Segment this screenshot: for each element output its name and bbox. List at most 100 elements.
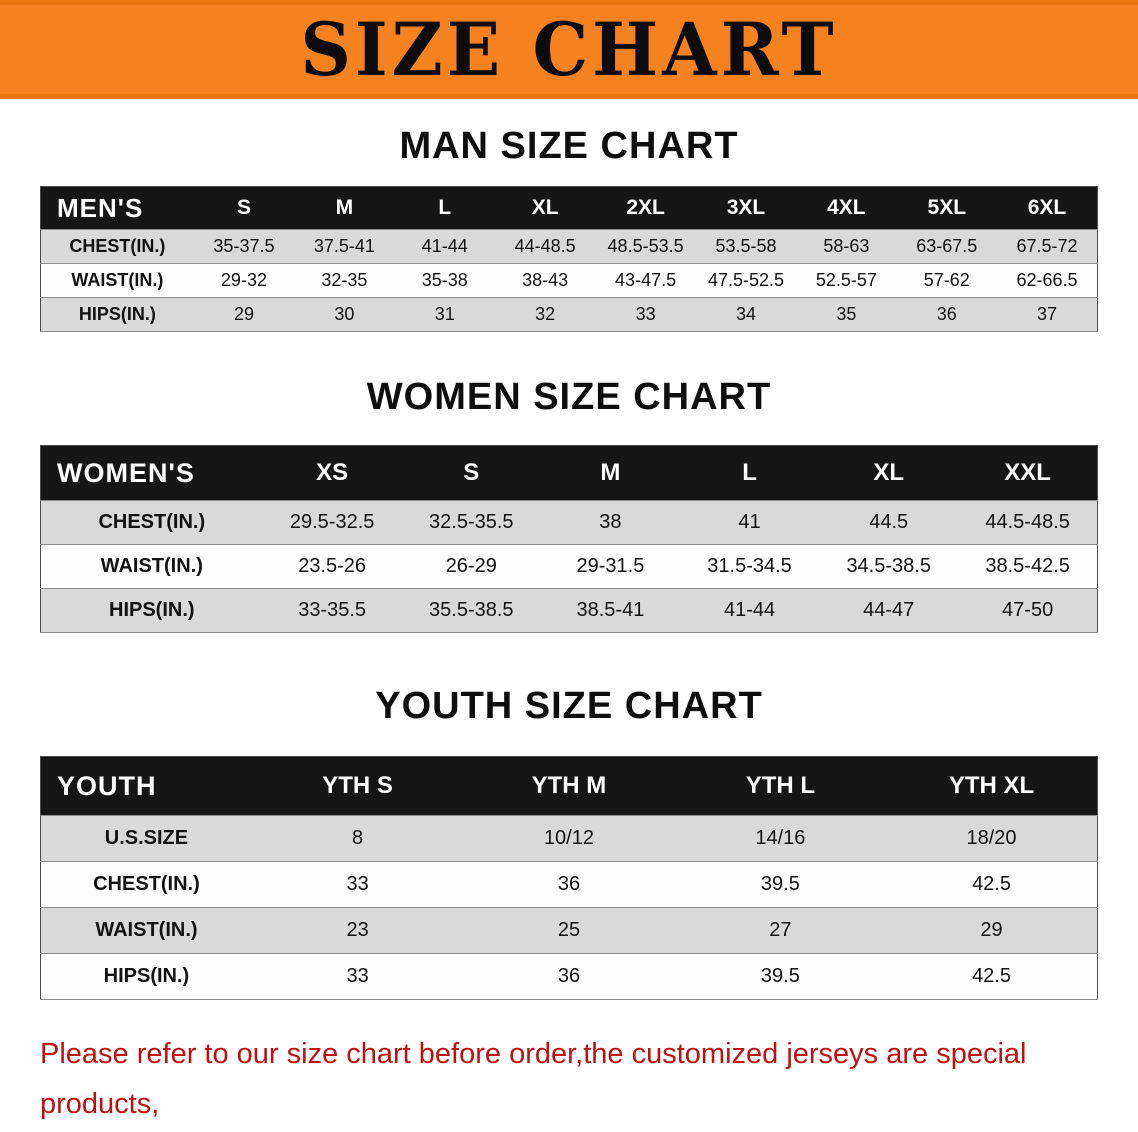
value-cell: 33 [251, 953, 464, 1000]
size-header-cell: M [294, 186, 395, 230]
value-cell: 38 [540, 500, 680, 545]
value-cell: 34 [695, 297, 797, 332]
value-cell: 39.5 [674, 953, 887, 1000]
size-header-cell: YTH M [463, 756, 675, 816]
value-cell: 39.5 [674, 861, 887, 908]
row-label-cell: WAIST(IN.) [40, 544, 263, 589]
value-cell: 32.5-35.5 [401, 500, 541, 545]
value-cell: 14/16 [674, 815, 887, 862]
men-header-row: MEN'S S M L XL 2XL 3XL 4XL 5XL 6XL [40, 186, 1098, 230]
value-cell: 42.5 [886, 953, 1098, 1000]
value-cell: 58-63 [796, 229, 897, 264]
women-hips-row: HIPS(IN.) 33-35.5 35.5-38.5 38.5-41 41-4… [40, 588, 1098, 633]
size-header-cell: YTH XL [886, 756, 1098, 816]
value-cell: 37 [997, 297, 1098, 332]
youth-hips-row: HIPS(IN.) 33 36 39.5 42.5 [40, 953, 1098, 1000]
row-label-cell: CHEST(IN.) [40, 861, 252, 908]
value-cell: 23.5-26 [262, 544, 402, 589]
value-cell: 44-47 [819, 588, 959, 633]
value-cell: 18/20 [886, 815, 1098, 862]
value-cell: 38.5-42.5 [958, 544, 1098, 589]
women-size-table: WOMEN'S XS S M L XL XXL CHEST(IN.) 29.5-… [40, 445, 1098, 633]
value-cell: 35-38 [394, 263, 495, 298]
size-header-cell: YTH L [674, 756, 887, 816]
order-policy-note: Please refer to our size chart before or… [40, 1030, 1102, 1132]
value-cell: 62-66.5 [997, 263, 1098, 298]
value-cell: 33 [251, 861, 464, 908]
row-label-cell: U.S.SIZE [40, 815, 252, 862]
men-section-heading: MAN SIZE CHART [399, 125, 739, 167]
value-cell: 44.5-48.5 [958, 500, 1098, 545]
value-cell: 29 [193, 297, 295, 332]
men-chest-row: CHEST(IN.) 35-37.5 37.5-41 41-44 44-48.5… [40, 229, 1098, 264]
value-cell: 57-62 [896, 263, 997, 298]
value-cell: 35 [796, 297, 897, 332]
row-label-cell: CHEST(IN.) [40, 500, 263, 545]
youth-table-corner: YOUTH [40, 756, 252, 816]
value-cell: 8 [251, 815, 464, 862]
value-cell: 29-32 [193, 263, 295, 298]
size-header-cell: XL [819, 445, 959, 501]
value-cell: 29 [886, 907, 1098, 954]
women-waist-row: WAIST(IN.) 23.5-26 26-29 29-31.5 31.5-34… [40, 544, 1098, 589]
size-header-cell: 3XL [695, 186, 797, 230]
size-header-cell: L [394, 186, 495, 230]
value-cell: 63-67.5 [896, 229, 997, 264]
value-cell: 27 [674, 907, 887, 954]
value-cell: 44-48.5 [494, 229, 596, 264]
value-cell: 36 [463, 861, 675, 908]
youth-ussize-row: U.S.SIZE 8 10/12 14/16 18/20 [40, 815, 1098, 862]
women-chest-row: CHEST(IN.) 29.5-32.5 32.5-35.5 38 41 44.… [40, 500, 1098, 545]
size-header-cell: 5XL [896, 186, 997, 230]
value-cell: 37.5-41 [294, 229, 395, 264]
youth-size-table: YOUTH YTH S YTH M YTH L YTH XL U.S.SIZE … [40, 756, 1098, 1000]
youth-chest-row: CHEST(IN.) 33 36 39.5 42.5 [40, 861, 1098, 908]
size-header-cell: YTH S [251, 756, 464, 816]
value-cell: 32 [494, 297, 596, 332]
row-label-cell: WAIST(IN.) [40, 263, 194, 298]
row-label-cell: HIPS(IN.) [40, 588, 263, 633]
size-header-cell: S [193, 186, 295, 230]
value-cell: 29.5-32.5 [262, 500, 402, 545]
value-cell: 52.5-57 [796, 263, 897, 298]
row-label-cell: WAIST(IN.) [40, 907, 252, 954]
youth-section-heading: YOUTH SIZE CHART [375, 685, 763, 727]
men-table-corner: MEN'S [40, 186, 194, 230]
size-header-cell: M [540, 445, 680, 501]
size-header-cell: XS [262, 445, 402, 501]
size-header-cell: 6XL [997, 186, 1098, 230]
value-cell: 44.5 [819, 500, 959, 545]
value-cell: 25 [463, 907, 675, 954]
banner: SIZE CHART [0, 0, 1138, 99]
women-section-heading: WOMEN SIZE CHART [366, 376, 772, 418]
value-cell: 32-35 [294, 263, 395, 298]
value-cell: 26-29 [401, 544, 541, 589]
banner-title: SIZE CHART [300, 5, 838, 93]
value-cell: 36 [463, 953, 675, 1000]
row-label-cell: HIPS(IN.) [40, 297, 194, 332]
size-header-cell: S [401, 445, 541, 501]
value-cell: 47.5-52.5 [695, 263, 797, 298]
note-line-1: Please refer to our size chart before or… [40, 1038, 1027, 1120]
women-header-row: WOMEN'S XS S M L XL XXL [40, 445, 1098, 501]
value-cell: 36 [896, 297, 997, 332]
row-label-cell: CHEST(IN.) [40, 229, 194, 264]
value-cell: 42.5 [886, 861, 1098, 908]
value-cell: 41 [679, 500, 820, 545]
men-hips-row: HIPS(IN.) 29 30 31 32 33 34 35 36 37 [40, 297, 1098, 332]
value-cell: 53.5-58 [695, 229, 797, 264]
size-header-cell: 2XL [595, 186, 696, 230]
youth-waist-row: WAIST(IN.) 23 25 27 29 [40, 907, 1098, 954]
value-cell: 67.5-72 [997, 229, 1098, 264]
youth-header-row: YOUTH YTH S YTH M YTH L YTH XL [40, 756, 1098, 816]
value-cell: 35.5-38.5 [401, 588, 541, 633]
value-cell: 38-43 [494, 263, 596, 298]
men-waist-row: WAIST(IN.) 29-32 32-35 35-38 38-43 43-47… [40, 263, 1098, 298]
value-cell: 30 [294, 297, 395, 332]
value-cell: 31.5-34.5 [679, 544, 820, 589]
value-cell: 41-44 [394, 229, 495, 264]
value-cell: 33 [595, 297, 696, 332]
men-size-table: MEN'S S M L XL 2XL 3XL 4XL 5XL 6XL CHEST… [40, 186, 1098, 332]
size-header-cell: XL [494, 186, 596, 230]
size-header-cell: L [679, 445, 820, 501]
